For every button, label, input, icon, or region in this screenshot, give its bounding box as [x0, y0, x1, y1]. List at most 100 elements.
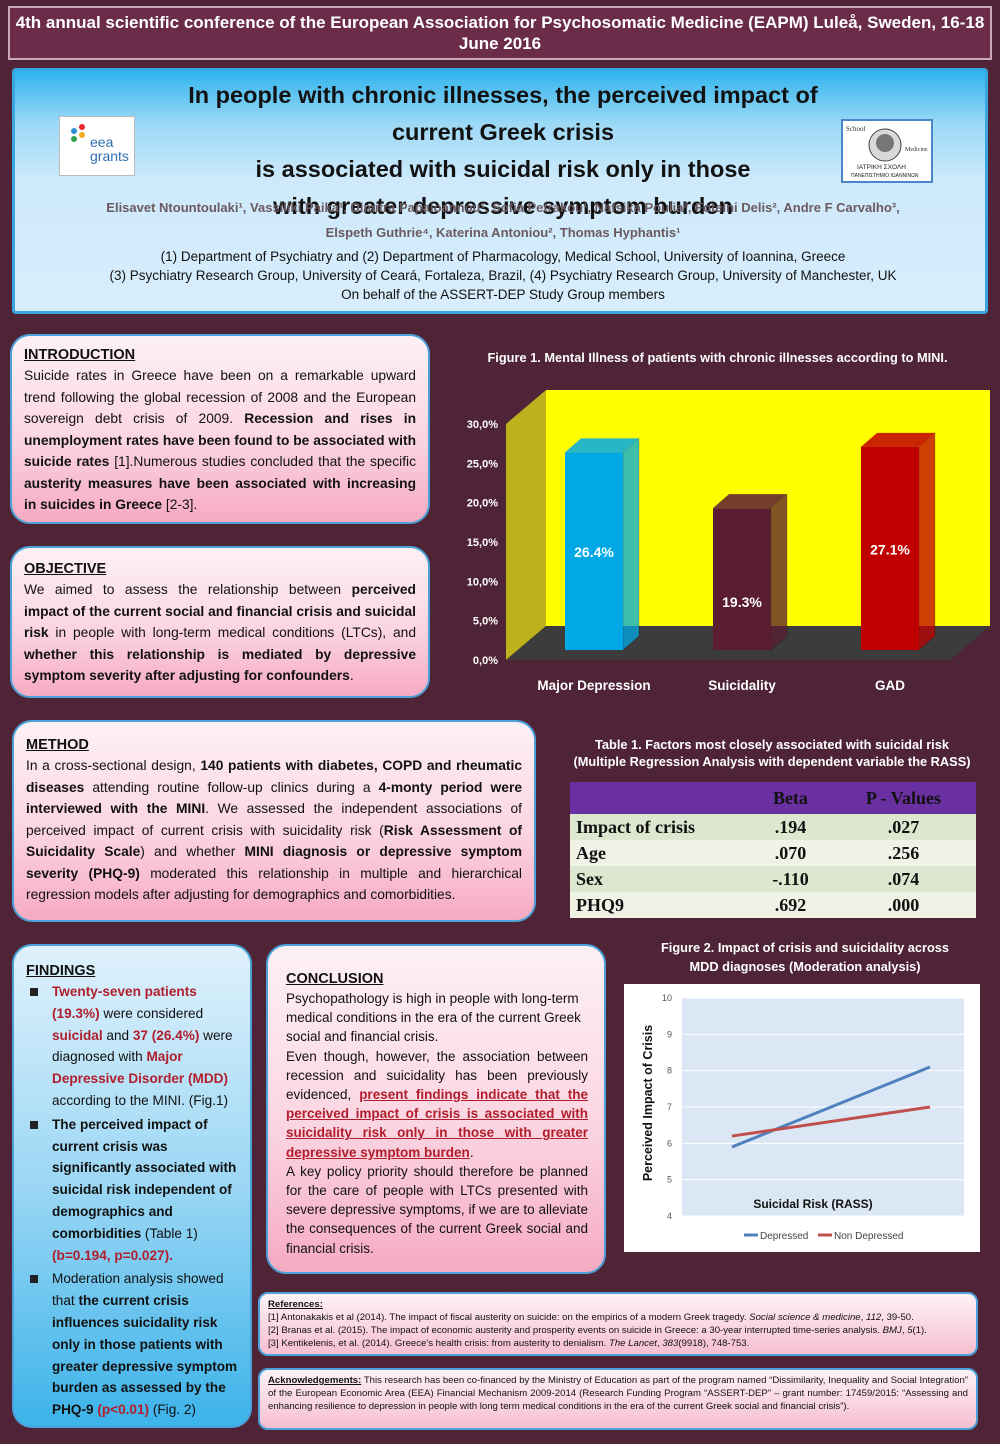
bar-data-label: 19.3% [722, 594, 762, 610]
objective-heading: OBJECTIVE [24, 561, 107, 577]
y-tick-label: 5 [667, 1175, 672, 1185]
finding-item: The perceived impact of current crisis w… [26, 1114, 240, 1267]
bar-side [770, 493, 788, 652]
authors-line: Elisavet Ntountoulaki¹, Vassiliki Paika¹… [106, 200, 900, 215]
conclusion-p2: Even though, however, the association be… [286, 1048, 588, 1160]
findings-heading: FINDINGS [26, 963, 96, 979]
objective-box: OBJECTIVE We aimed to assess the relatio… [10, 546, 430, 698]
y-tick-label: 9 [667, 1029, 672, 1039]
method-heading: METHOD [26, 737, 89, 753]
acknowledgements-text: This research has been co-financed by th… [268, 1375, 968, 1412]
table-cell: .194 [774, 816, 807, 837]
bar [565, 452, 623, 650]
logo-greek-school: ΙΑΤΡΙΚΗ ΣΧΟΛΗ [857, 164, 906, 171]
logo-greek-university: ΠΑΝΕΠΙΣΤΗΜΙΟ ΙΩΑΝΝΙΝΩΝ [851, 173, 919, 179]
table-cell: Age [576, 842, 606, 863]
medical-school-seal: School Medicine ΙΑΤΡΙΚΗ ΣΧΟΛΗ ΠΑΝΕΠΙΣΤΗΜ… [846, 125, 928, 179]
bar-data-label: 26.4% [574, 544, 614, 560]
title-line: with greater depressive symptom burden [273, 193, 733, 219]
title-line: In people with chronic illnesses, the pe… [188, 82, 818, 145]
table1-caption-line: (Multiple Regression Analysis with depen… [573, 754, 971, 769]
table-cell: .000 [887, 894, 920, 915]
table-cell: .070 [774, 842, 807, 863]
x-category-label: GAD [875, 678, 905, 693]
y-tick-label: 25,0% [467, 458, 498, 470]
conclusion-p3: A key policy priority should therefore b… [286, 1163, 588, 1256]
affiliation-line: On behalf of the ASSERT-DEP Study Group … [341, 287, 665, 302]
bar-top [861, 432, 935, 447]
table-cell: .027 [887, 816, 920, 837]
legend-label: Non Depressed [834, 1231, 903, 1242]
table-cell: .692 [774, 894, 807, 915]
conclusion-p1: Psychopathology is high in people with l… [286, 991, 581, 1045]
findings-box: FINDINGS Twenty-seven patients (19.3%) w… [12, 944, 252, 1428]
grants-logo-word: grants [90, 148, 129, 164]
series-line [731, 1105, 931, 1138]
reference-item: [3] Kentikelenis, et al. (2014). Greece'… [268, 1338, 750, 1349]
table-row: Impact of crisis .194 .027 [570, 814, 976, 840]
title-line: is associated with suicidal risk only in… [255, 156, 751, 182]
y-tick-label: 10 [662, 993, 672, 1003]
table-cell: .256 [887, 842, 920, 863]
poster-title: In people with chronic illnesses, the pe… [165, 77, 841, 225]
title-panel: eea grants In people with chronic illnes… [12, 68, 988, 314]
conference-banner: 4th annual scientific conference of the … [8, 6, 992, 60]
method-text: In a cross-sectional design, 140 patient… [26, 758, 523, 902]
bar-top [713, 494, 787, 509]
acknowledgements-box: Acknowledgements: This research has been… [258, 1368, 978, 1430]
bar-data-label: 27.1% [870, 541, 910, 557]
reference-item: [2] Branas et al. (2015). The impact of … [268, 1325, 927, 1336]
affiliations: (1) Department of Psychiatry and (2) Dep… [35, 247, 971, 304]
y-tick-label: 6 [667, 1138, 672, 1148]
authors-line: Elspeth Guthrie⁴, Katerina Antoniou², Th… [325, 225, 681, 240]
eea-grants-logo: eea grants [59, 116, 135, 176]
figure1-caption: Figure 1. Mental Illness of patients wit… [487, 350, 948, 365]
y-tick-label: 4 [667, 1211, 672, 1221]
regression-table: Beta P - Values Impact of crisis .194 .027 Ag… [570, 782, 976, 918]
reference-item: [1] Antonakakis et al (2014). The impact… [268, 1312, 914, 1323]
y-axis-label: Perceived Impact of Crisis [641, 1025, 655, 1181]
x-category-label: Major Depression [537, 678, 650, 693]
y-tick-label: 10,0% [467, 576, 498, 588]
table-cell: PHQ9 [576, 894, 624, 915]
table1: Beta P - Values Impact of crisis .194 .027 Ag… [570, 782, 976, 918]
bar-side [918, 431, 936, 652]
figure2-caption-line: Figure 2. Impact of crisis and suicidali… [660, 940, 950, 955]
conclusion-heading: CONCLUSION [286, 971, 384, 987]
school-of-medicine-logo: School Medicine ΙΑΤΡΙΚΗ ΣΧΟΛΗ ΠΑΝΕΠΙΣΤΗΜ… [841, 119, 933, 183]
y-tick-label: 5,0% [473, 616, 498, 628]
affiliation-line: (3) Psychiatry Research Group, Universit… [109, 268, 897, 283]
affiliation-line: (1) Department of Psychiatry and (2) Dep… [160, 249, 846, 264]
table-row: Age .070 .256 [570, 840, 976, 866]
table-header-cell: Beta [772, 787, 808, 808]
acknowledgements-heading: Acknowledgements: [268, 1375, 362, 1386]
method-box: METHOD In a cross-sectional design, 140 … [12, 720, 536, 922]
figure2-caption: Figure 2. Impact of crisis and suicidali… [620, 938, 990, 976]
y-tick-label: 20,0% [467, 498, 498, 510]
references-heading: References: [268, 1299, 323, 1310]
y-tick-label: 8 [667, 1066, 672, 1076]
y-tick-label: 30,0% [467, 419, 498, 431]
y-tick-label: 0,0% [473, 655, 498, 667]
logo-school-text: School [846, 125, 866, 133]
introduction-heading: INTRODUCTION [24, 347, 136, 363]
y-tick-label: 7 [667, 1102, 672, 1112]
conference-text: 4th annual scientific conference of the … [15, 13, 985, 53]
table-cell: Impact of crisis [576, 816, 695, 837]
bar [861, 446, 919, 650]
figure2-caption-line: MDD diagnoses (Moderation analysis) [689, 959, 921, 974]
legend-label: Depressed [760, 1231, 808, 1242]
finding-item: Twenty-seven patients (19.3%) were consi… [26, 981, 240, 1112]
references-box: References: [1] Antonakakis et al (2014)… [258, 1292, 978, 1356]
table-header-cell [570, 782, 750, 814]
table-cell: .074 [887, 868, 920, 889]
table-cell: -.110 [772, 868, 809, 889]
bar-top [565, 438, 639, 453]
objective-text: We aimed to assess the relationship betw… [24, 582, 416, 683]
introduction-text: Suicide rates in Greece have been on a r… [24, 368, 416, 512]
logo-medicine-text: Medicine [905, 147, 928, 153]
eea-logo-word: eea [90, 134, 114, 150]
chart-side-wall [506, 390, 546, 660]
table1-caption: Table 1. Factors most closely associated… [552, 736, 992, 770]
authors: Elisavet Ntountoulaki¹, Vassiliki Paika¹… [35, 195, 971, 245]
